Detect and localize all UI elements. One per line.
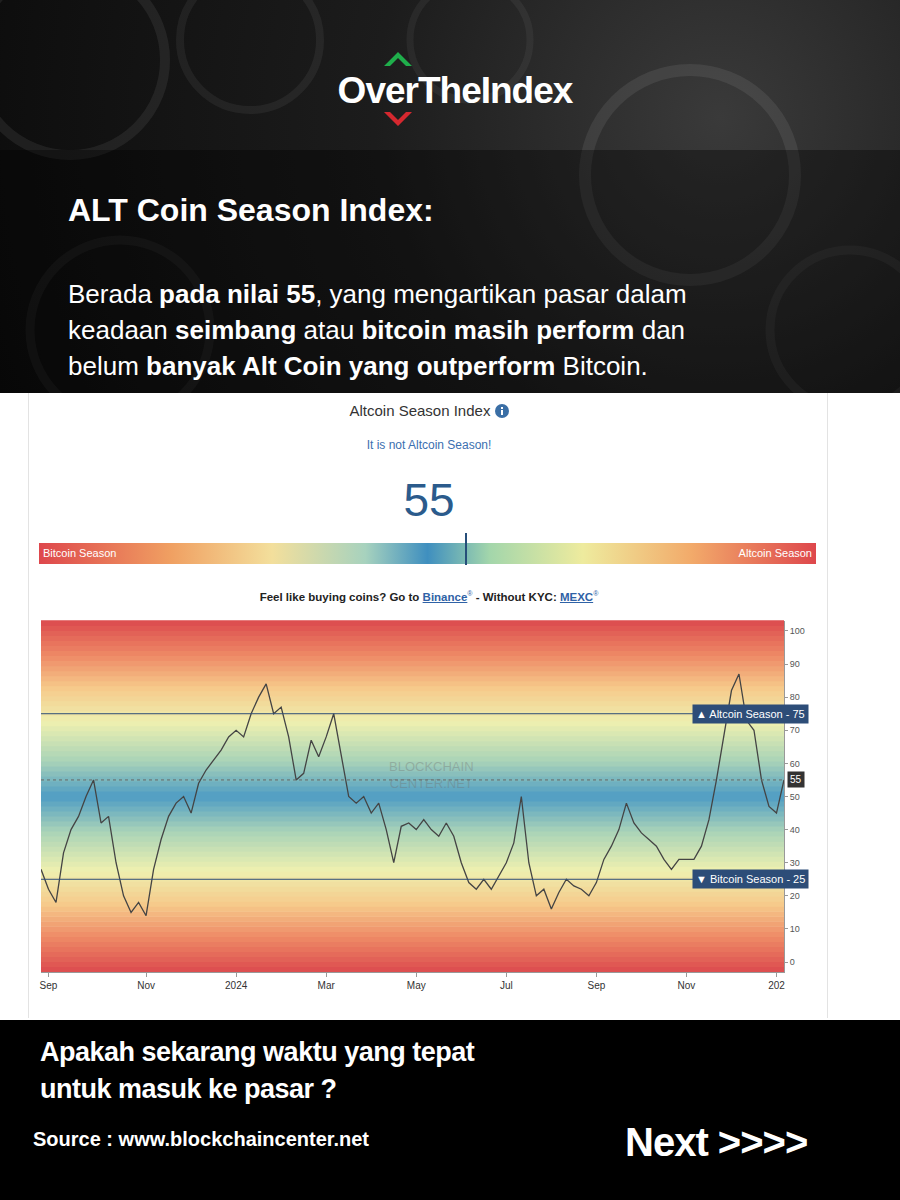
svg-text:100: 100	[790, 626, 805, 636]
html-text:belum banyak Alt Coin yang out: belum banyak Alt Coin yang outperform Bi…	[68, 351, 648, 381]
html-text:untuk masuk ke pasar ?: untuk masuk ke pasar ?	[40, 1074, 337, 1104]
html-text:It is not Altcoin Season!: It is not Altcoin Season!	[366, 438, 492, 452]
html-text:ALT Coin Season Index:: ALT Coin Season Index:	[68, 192, 434, 228]
html-text:Altcoin Season: Altcoin Season	[738, 547, 812, 559]
svg-text:202: 202	[768, 980, 785, 991]
svg-text:60: 60	[790, 759, 800, 769]
svg-text:10: 10	[790, 924, 800, 934]
svg-text:55: 55	[790, 774, 802, 785]
html-text:Source : www.blockchaincenter.: Source : www.blockchaincenter.net	[33, 1128, 369, 1150]
svg-text:20: 20	[790, 891, 800, 901]
html-text:Feel like buying coins? Go to: Feel like buying coins? Go to Binance®- …	[259, 590, 599, 603]
html-text:Apakah sekarang waktu yang tep: Apakah sekarang waktu yang tepat	[40, 1037, 475, 1067]
svg-text:30: 30	[790, 858, 800, 868]
svg-text:Sep: Sep	[40, 980, 58, 991]
svg-text:▲ Altcoin Season - 75: ▲ Altcoin Season - 75	[696, 708, 805, 720]
html-text:Bitcoin Season: Bitcoin Season	[43, 547, 117, 559]
html-text:OverTheIndex: OverTheIndex	[337, 70, 573, 111]
svg-text:70: 70	[790, 725, 800, 735]
svg-text:80: 80	[790, 692, 800, 702]
html-text:55: 55	[403, 474, 455, 526]
svg-text:Mar: Mar	[318, 980, 336, 991]
svg-text:Jul: Jul	[500, 980, 513, 991]
svg-text:40: 40	[790, 825, 800, 835]
html-text:Altcoin Season Index: Altcoin Season Index	[349, 402, 495, 419]
svg-text:Nov: Nov	[137, 980, 155, 991]
html-text:Next >>>>: Next >>>>	[625, 1120, 808, 1164]
svg-text:Nov: Nov	[678, 980, 696, 991]
svg-text:May: May	[407, 980, 426, 991]
html-text:Berada pada nilai 55, yang men: Berada pada nilai 55, yang mengartikan p…	[68, 279, 687, 309]
svg-text:90: 90	[790, 659, 800, 669]
svg-text:2024: 2024	[225, 980, 248, 991]
svg-text:Sep: Sep	[587, 980, 605, 991]
svg-text:▼ Bitcoin Season - 25: ▼ Bitcoin Season - 25	[696, 873, 805, 885]
svg-text:BLOCKCHAINCENTER.NET: BLOCKCHAINCENTER.NET	[389, 759, 474, 791]
svg-text:0: 0	[790, 957, 795, 967]
html-text:keadaan seimbang atau bitcoin: keadaan seimbang atau bitcoin masih perf…	[68, 315, 686, 345]
svg-text:50: 50	[790, 792, 800, 802]
